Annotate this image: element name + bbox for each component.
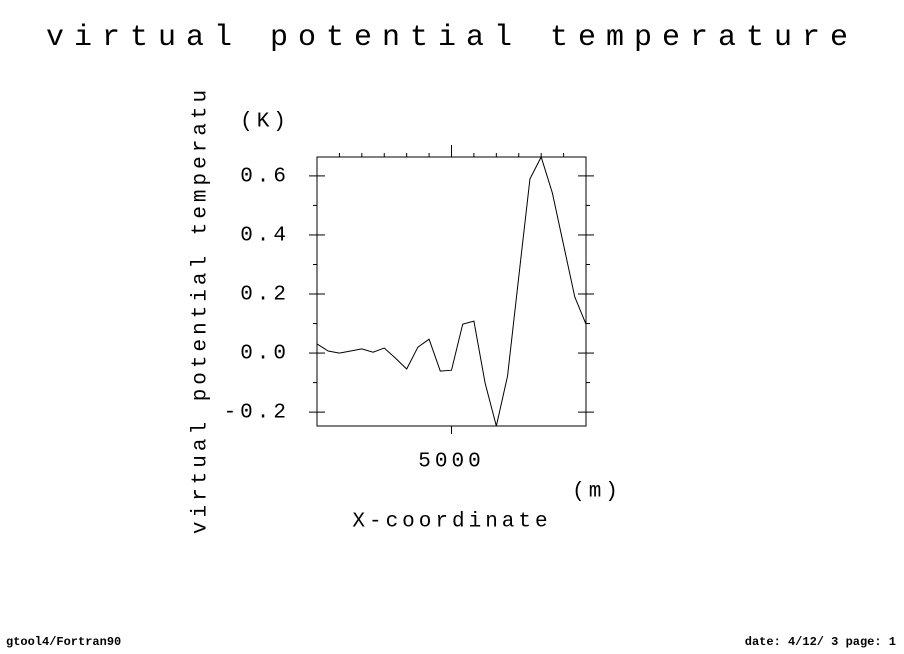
y-tick-label: 0.4: [240, 225, 290, 248]
y-tick-label: 0.0: [240, 343, 290, 366]
x-axis-label: X-coordinate: [352, 511, 551, 534]
plot-frame: [316, 156, 587, 427]
y-tick-label: 0.2: [240, 284, 290, 307]
chart-title: virtual potential temperature: [46, 21, 858, 55]
y-unit: (K): [240, 111, 290, 134]
y-tick-label: 0.6: [240, 165, 290, 188]
data-line: [316, 155, 587, 427]
footer-left: gtool4/Fortran90: [6, 635, 121, 649]
x-unit: (m): [572, 481, 622, 504]
footer-right: date: 4/12/ 3 page: 1: [745, 635, 896, 649]
x-tick-label: 5000: [418, 451, 484, 474]
y-tick-label: -0.2: [224, 402, 290, 425]
y-axis-label: virtual potential temperatu: [190, 86, 213, 534]
